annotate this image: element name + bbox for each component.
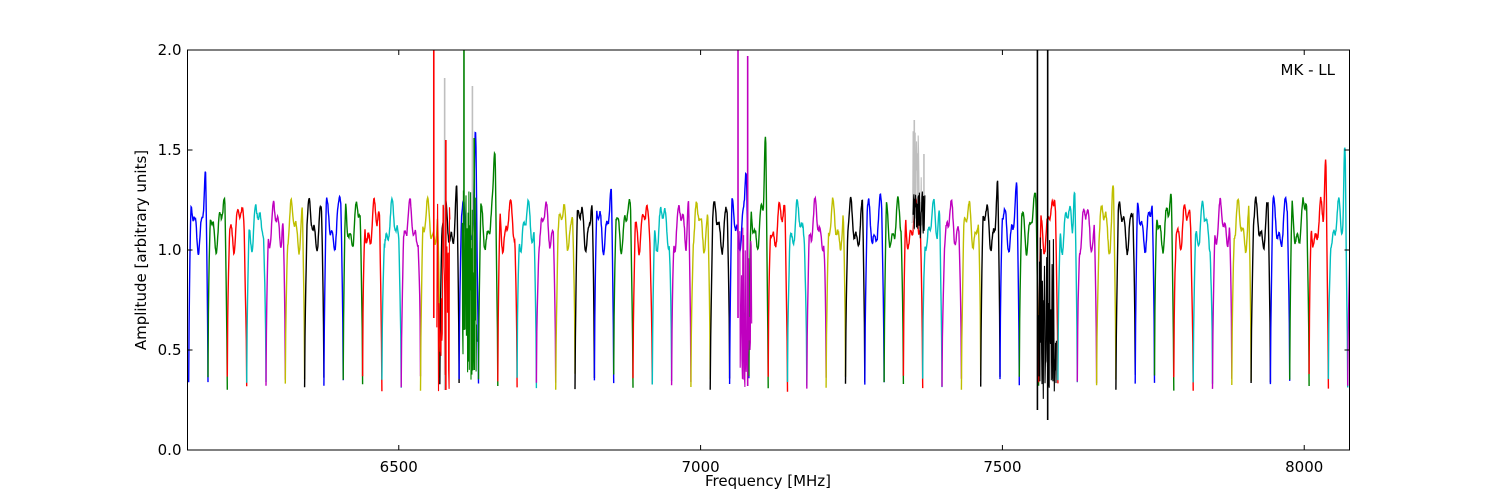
subband-curve — [1018, 192, 1040, 386]
subband-curve — [207, 196, 228, 390]
subband-curve — [670, 200, 692, 386]
subband-curve — [1192, 200, 1214, 384]
series-layer — [188, 50, 1350, 420]
subband-curve — [1250, 196, 1272, 384]
y-tick-label: 0.0 — [158, 441, 182, 459]
panel-annotation: MK - LL — [1281, 61, 1336, 79]
y-tick-label: 1.0 — [158, 241, 182, 259]
subband-curve — [690, 201, 711, 388]
y-tick-label: 0.5 — [158, 341, 182, 359]
subband-curve — [265, 200, 286, 386]
subband-curve — [246, 204, 267, 383]
subband-curve — [786, 199, 808, 386]
subband-curve — [922, 198, 943, 388]
subband-curve — [728, 171, 750, 385]
subband-curve — [1308, 159, 1330, 389]
subband-curve — [980, 180, 1001, 387]
x-tick-label: 7000 — [681, 458, 719, 476]
y-axis-label: Amplitude [arbitrary units] — [132, 150, 150, 350]
x-tick-label: 7500 — [983, 458, 1021, 476]
subband-curve — [342, 201, 364, 385]
subband-curve — [1057, 191, 1079, 383]
subband-curve — [613, 198, 634, 388]
y-tick-label: 1.5 — [158, 141, 182, 159]
subband-curve — [1327, 147, 1349, 388]
rfi-region — [912, 191, 926, 239]
subband-curve — [1095, 185, 1117, 386]
subband-curve — [902, 197, 924, 389]
subband-curve — [999, 182, 1020, 386]
subband-curve — [864, 193, 885, 385]
subband-curve — [497, 198, 518, 388]
subband-curve — [1231, 197, 1252, 386]
subband-curve — [1153, 193, 1175, 391]
subband-curve — [1288, 197, 1310, 387]
subband-curve — [535, 201, 557, 383]
subband-curve — [825, 197, 847, 388]
x-axis-label: Frequency [MHz] — [705, 472, 831, 490]
subband-curve — [1211, 197, 1233, 389]
rfi-region — [436, 203, 451, 392]
x-tick-label: 6500 — [380, 458, 418, 476]
x-tick-label: 8000 — [1285, 458, 1323, 476]
subband-curve — [323, 194, 344, 386]
subband-curve — [1115, 201, 1136, 390]
subband-curve — [767, 201, 789, 392]
subband-curve — [709, 201, 731, 390]
subband-curve — [361, 197, 383, 392]
subband-curve — [381, 195, 402, 388]
ticks-layer: 6500 7000 7500 8000 0.0 0.5 1.0 1.5 2.0 — [158, 41, 1350, 476]
subband-curve — [593, 188, 615, 384]
subband-curve — [883, 196, 905, 385]
subband-curve — [477, 150, 499, 387]
subband-curve — [941, 198, 963, 387]
subband-curve — [1076, 208, 1098, 384]
subband-curve — [844, 196, 866, 384]
subband-curve — [651, 206, 673, 385]
subband-curve — [516, 198, 538, 389]
subband-curve — [1134, 202, 1156, 384]
subband-curve — [284, 196, 306, 384]
subband-curve — [806, 195, 827, 389]
subband-curve — [632, 204, 653, 385]
subband-curve — [1346, 239, 1350, 386]
rfi-region — [1038, 237, 1057, 399]
rfi-region — [461, 190, 478, 380]
subband-curve — [303, 197, 325, 388]
rfi-region — [739, 210, 753, 388]
subband-curve — [1269, 194, 1291, 385]
subband-curve — [400, 197, 422, 388]
subband-curve — [226, 206, 248, 387]
subband-curve — [960, 200, 982, 390]
subband-curve — [748, 136, 769, 389]
subband-curve — [574, 205, 596, 390]
subband-curve — [555, 203, 576, 390]
subband-curve — [188, 171, 209, 383]
subband-curve — [419, 194, 441, 391]
y-tick-label: 2.0 — [158, 41, 182, 59]
subband-curve — [1173, 203, 1194, 391]
